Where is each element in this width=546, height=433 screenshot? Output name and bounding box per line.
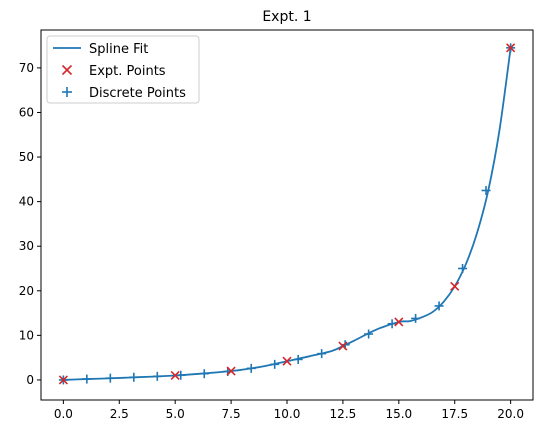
expt-point <box>338 341 348 351</box>
expt-point <box>170 370 180 381</box>
x-tick-label: 0.0 <box>54 407 73 421</box>
legend-plus-marker <box>62 87 72 97</box>
discrete-point <box>411 313 421 323</box>
legend: Spline Fit Expt. Points Discrete Points <box>46 35 200 104</box>
discrete-point <box>317 349 327 359</box>
legend-label-discrete: Discrete Points <box>89 86 186 101</box>
expt-point <box>226 366 236 376</box>
y-tick-label: 70 <box>19 61 34 75</box>
x-axis: 0.0 2.5 5.0 7.5 10.0 12.5 15.0 17.5 20.0 <box>54 400 524 421</box>
discrete-point <box>293 354 303 364</box>
expt-point <box>450 281 460 291</box>
expt-point <box>58 375 68 385</box>
discrete-point <box>82 374 92 384</box>
discrete-point <box>129 372 139 382</box>
y-tick-label: 20 <box>19 284 34 298</box>
chart-title: Expt. 1 <box>262 9 311 25</box>
plot-area <box>58 43 516 385</box>
x-tick-label: 15.0 <box>385 407 412 421</box>
expt-point <box>282 356 292 366</box>
x-tick-label: 20.0 <box>497 407 524 421</box>
discrete-point <box>105 373 115 383</box>
discrete-point <box>458 263 468 273</box>
y-tick-label: 0 <box>26 373 34 387</box>
y-axis: 0 10 20 30 40 50 60 70 <box>19 61 41 387</box>
x-tick-label: 2.5 <box>110 407 129 421</box>
y-tick-label: 60 <box>19 105 34 119</box>
discrete-point <box>364 329 374 339</box>
y-tick-label: 50 <box>19 150 34 164</box>
discrete-point <box>152 371 162 381</box>
legend-label-spline: Spline Fit <box>89 42 148 57</box>
x-tick-label: 10.0 <box>274 407 301 421</box>
x-tick-label: 5.0 <box>166 407 185 421</box>
legend-x-marker <box>61 64 73 76</box>
discrete-point <box>176 370 186 380</box>
expt-point <box>506 43 516 53</box>
discrete-point <box>199 369 209 379</box>
discrete-point <box>270 359 280 369</box>
y-tick-label: 40 <box>19 195 34 209</box>
x-tick-label: 7.5 <box>222 407 241 421</box>
discrete-point <box>246 363 256 373</box>
expt-point <box>394 317 404 327</box>
x-tick-label: 17.5 <box>441 407 468 421</box>
discrete-point <box>387 319 397 329</box>
discrete-point <box>481 185 491 195</box>
y-tick-label: 30 <box>19 239 34 253</box>
x-tick-label: 12.5 <box>330 407 357 421</box>
y-tick-label: 10 <box>19 328 34 342</box>
legend-box <box>46 35 200 104</box>
legend-label-expt: Expt. Points <box>89 64 166 79</box>
discrete-point <box>434 301 444 311</box>
